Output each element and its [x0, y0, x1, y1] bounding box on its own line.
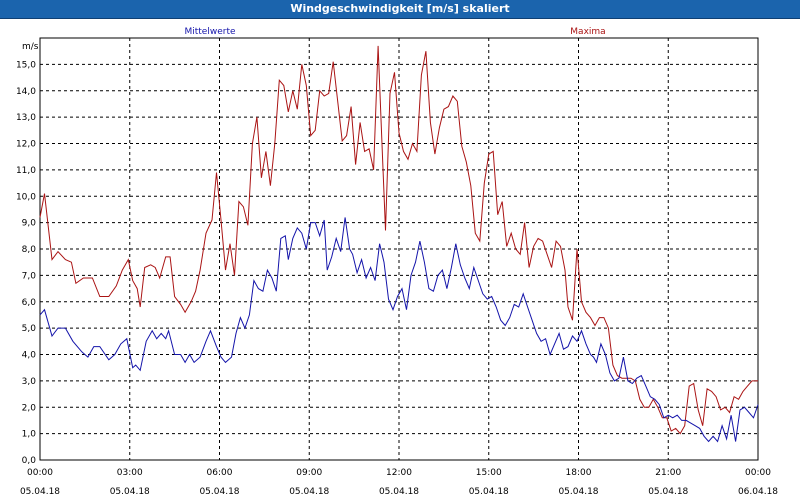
- x-tick-date: 05.04.18: [379, 487, 419, 497]
- legend-mittelwerte: Mittelwerte: [184, 27, 235, 37]
- x-tick-time: 06:00: [207, 468, 233, 478]
- y-axis-unit: m/s: [22, 42, 39, 52]
- x-tick-time: 15:00: [476, 468, 502, 478]
- y-tick-label: 15,0: [16, 60, 36, 70]
- x-tick-time: 00:00: [745, 468, 771, 478]
- x-tick-date: 06.04.18: [738, 487, 778, 497]
- x-tick-date: 05.04.18: [289, 487, 329, 497]
- x-tick-time: 21:00: [655, 468, 681, 478]
- y-tick-label: 11,0: [16, 166, 36, 176]
- legend-maxima: Maxima: [570, 27, 605, 37]
- y-tick-label: 7,0: [22, 271, 37, 281]
- y-tick-label: 2,0: [22, 403, 37, 413]
- y-tick-label: 1,0: [22, 430, 37, 440]
- y-tick-label: 8,0: [22, 245, 37, 255]
- y-tick-label: 13,0: [16, 113, 36, 123]
- x-tick-date: 05.04.18: [110, 487, 150, 497]
- y-tick-label: 12,0: [16, 140, 36, 150]
- x-tick-date: 05.04.18: [20, 487, 60, 497]
- series-line-mittelwerte: [39, 217, 759, 443]
- x-tick-date: 05.04.18: [648, 487, 688, 497]
- y-tick-label: 6,0: [22, 298, 37, 308]
- x-tick-time: 18:00: [566, 468, 592, 478]
- x-axis: 00:00 05.04.18 03:00 05.04.18 06:00 05.04.18 0…: [20, 468, 778, 497]
- y-tick-label: 14,0: [16, 87, 36, 97]
- y-tick-label: 4,0: [22, 351, 37, 361]
- x-tick-date: 05.04.18: [469, 487, 509, 497]
- y-tick-label: 9,0: [22, 219, 37, 229]
- window-title: Windgeschwindigkeit [m/s] skaliert: [0, 0, 800, 19]
- y-tick-label: 0,0: [22, 456, 37, 466]
- series-line-maxima: [39, 45, 758, 435]
- y-tick-label: 3,0: [22, 377, 37, 387]
- chart-canvas: 0,0 1,0 2,0 3,0 4,0 5,0 6,0 7,0 8,0 9,0 10,0 11,0 12…: [0, 19, 800, 500]
- x-tick-time: 03:00: [117, 468, 143, 478]
- x-tick-time: 00:00: [27, 468, 53, 478]
- series-lines: [39, 45, 759, 443]
- y-tick-label: 5,0: [22, 324, 37, 334]
- x-tick-date: 05.04.18: [558, 487, 598, 497]
- x-tick-time: 12:00: [386, 468, 412, 478]
- x-tick-time: 09:00: [296, 468, 322, 478]
- y-axis: 0,0 1,0 2,0 3,0 4,0 5,0 6,0 7,0 8,0 9,0 10,0 11,0 12…: [16, 60, 36, 466]
- y-tick-label: 10,0: [16, 192, 36, 202]
- x-tick-date: 05.04.18: [199, 487, 239, 497]
- grid: [40, 38, 758, 460]
